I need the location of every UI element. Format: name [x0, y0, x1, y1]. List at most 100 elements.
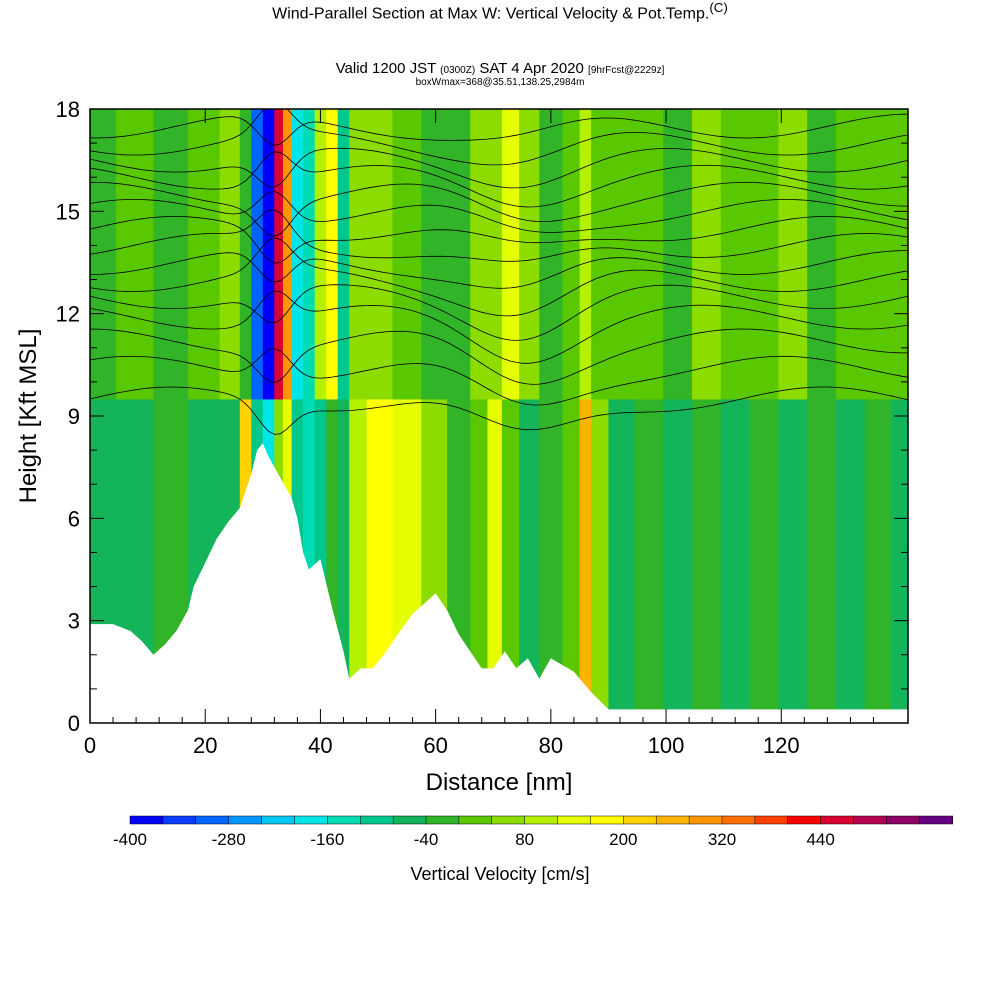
- colorbar-swatch: [853, 815, 888, 825]
- isentrope-line: [90, 284, 908, 341]
- w-column-lower: [487, 398, 503, 723]
- colorbar-swatch: [195, 815, 230, 825]
- w-column-upper: [421, 109, 448, 400]
- colorbar-swatch: [919, 815, 953, 825]
- w-column-upper: [303, 109, 316, 400]
- w-column-upper: [337, 109, 350, 400]
- isentrope-line: [90, 250, 908, 289]
- colorbar-tick-label: -280: [212, 830, 246, 849]
- isentrope-line: [90, 113, 908, 146]
- y-tick-label: 6: [68, 506, 80, 531]
- w-column-upper: [749, 109, 779, 400]
- w-column-lower: [579, 398, 592, 723]
- colorbar-tick-label: 440: [806, 830, 834, 849]
- w-column-upper: [519, 109, 540, 400]
- colorbar-swatch: [491, 815, 526, 825]
- colorbar-swatch: [294, 815, 329, 825]
- w-column-upper: [282, 109, 293, 400]
- w-column-upper: [349, 109, 368, 400]
- colorbar-swatch: [425, 815, 460, 825]
- colorbar-swatch: [590, 815, 625, 825]
- w-column-upper: [579, 109, 592, 400]
- axis-ticks: 0 20 40 60 80 100 120 0 3 6 9 12 15 18: [56, 97, 908, 758]
- w-column-upper: [90, 109, 117, 400]
- colorbar-swatch: [359, 815, 394, 825]
- x-axis-label: Distance [nm]: [426, 769, 573, 796]
- y-tick-label: 12: [56, 302, 80, 327]
- w-column-upper: [562, 109, 581, 400]
- w-column-upper: [262, 109, 275, 400]
- colorbar-swatch: [655, 815, 690, 825]
- colorbar-tick-label: -40: [414, 830, 439, 849]
- colorbar-swatch: [261, 815, 296, 825]
- colorbar-tick-label: -160: [310, 830, 344, 849]
- w-column-upper: [890, 109, 908, 400]
- w-column-upper: [366, 109, 394, 400]
- x-tick-label: 100: [648, 733, 685, 758]
- isentrope-line: [90, 328, 908, 385]
- colorbar-tick-label: 200: [609, 830, 637, 849]
- colorbar-swatch: [524, 815, 559, 825]
- w-column-lower: [890, 398, 908, 723]
- colorbar-label: Vertical Velocity [cm/s]: [410, 864, 589, 884]
- w-column-upper: [691, 109, 722, 400]
- w-column-upper: [501, 109, 520, 400]
- isentrope-line: [90, 348, 908, 406]
- w-column-upper: [835, 109, 866, 400]
- y-tick-label: 3: [68, 609, 80, 634]
- colorbar-swatch: [787, 815, 822, 825]
- w-column-upper: [239, 109, 252, 400]
- w-column-upper: [115, 109, 154, 400]
- x-tick-label: 80: [539, 733, 563, 758]
- x-tick-label: 120: [763, 733, 800, 758]
- w-column-upper: [392, 109, 422, 400]
- w-column-upper: [274, 109, 284, 400]
- w-column-upper: [291, 109, 304, 400]
- x-tick-label: 40: [308, 733, 332, 758]
- w-column-upper: [608, 109, 635, 400]
- terrain-mask: [90, 443, 908, 724]
- colorbar-swatch: [623, 815, 657, 825]
- colorbar-swatch: [162, 815, 197, 825]
- w-column-lower: [807, 398, 837, 723]
- potential-temperature-contours: [90, 109, 908, 435]
- w-column-upper: [251, 109, 264, 400]
- y-tick-label: 15: [56, 199, 80, 224]
- valid-date: SAT 4 Apr 2020: [479, 60, 584, 77]
- isentrope-line: [90, 216, 908, 264]
- chart-title-text: Wind-Parallel Section at Max W: Vertical…: [272, 5, 710, 23]
- w-column-lower: [470, 398, 489, 723]
- isentrope-line: [90, 386, 908, 435]
- w-column-upper: [864, 109, 892, 400]
- isentrope-line: [90, 181, 908, 237]
- valid-time: Valid 1200 JST: [335, 60, 436, 77]
- chart-subtitle: Valid 1200 JST (0300Z) SAT 4 Apr 2020 [9…: [0, 60, 1000, 77]
- colorbar-swatch: [327, 815, 361, 825]
- colorbar-swatch: [228, 815, 263, 825]
- valid-time-utc: (0300Z): [440, 65, 476, 76]
- isentrope-line: [90, 147, 908, 189]
- colorbar-swatch: [688, 815, 723, 825]
- w-column-lower: [778, 398, 808, 723]
- chart-title: Wind-Parallel Section at Max W: Vertical…: [0, 0, 1000, 23]
- w-column-upper: [778, 109, 808, 400]
- w-column-upper: [807, 109, 837, 400]
- w-column-lower: [663, 398, 693, 723]
- colorbar-swatch: [392, 815, 427, 825]
- x-tick-label: 0: [84, 733, 96, 758]
- isentrope-line: [90, 209, 908, 262]
- colorbar-swatch: [458, 815, 493, 825]
- w-column-upper: [153, 109, 189, 400]
- w-column-lower: [349, 398, 368, 723]
- x-tick-label: 60: [423, 733, 447, 758]
- w-column-lower: [749, 398, 779, 723]
- w-column-lower: [835, 398, 866, 723]
- colorbar-swatch: [820, 815, 855, 825]
- w-column-upper: [720, 109, 751, 400]
- y-axis-label: Height [Kft MSL]: [15, 329, 42, 504]
- isentrope-line: [90, 237, 908, 317]
- w-column-lower: [591, 398, 610, 723]
- colorbar-swatch: [754, 815, 789, 825]
- isentrope-line: [90, 290, 908, 364]
